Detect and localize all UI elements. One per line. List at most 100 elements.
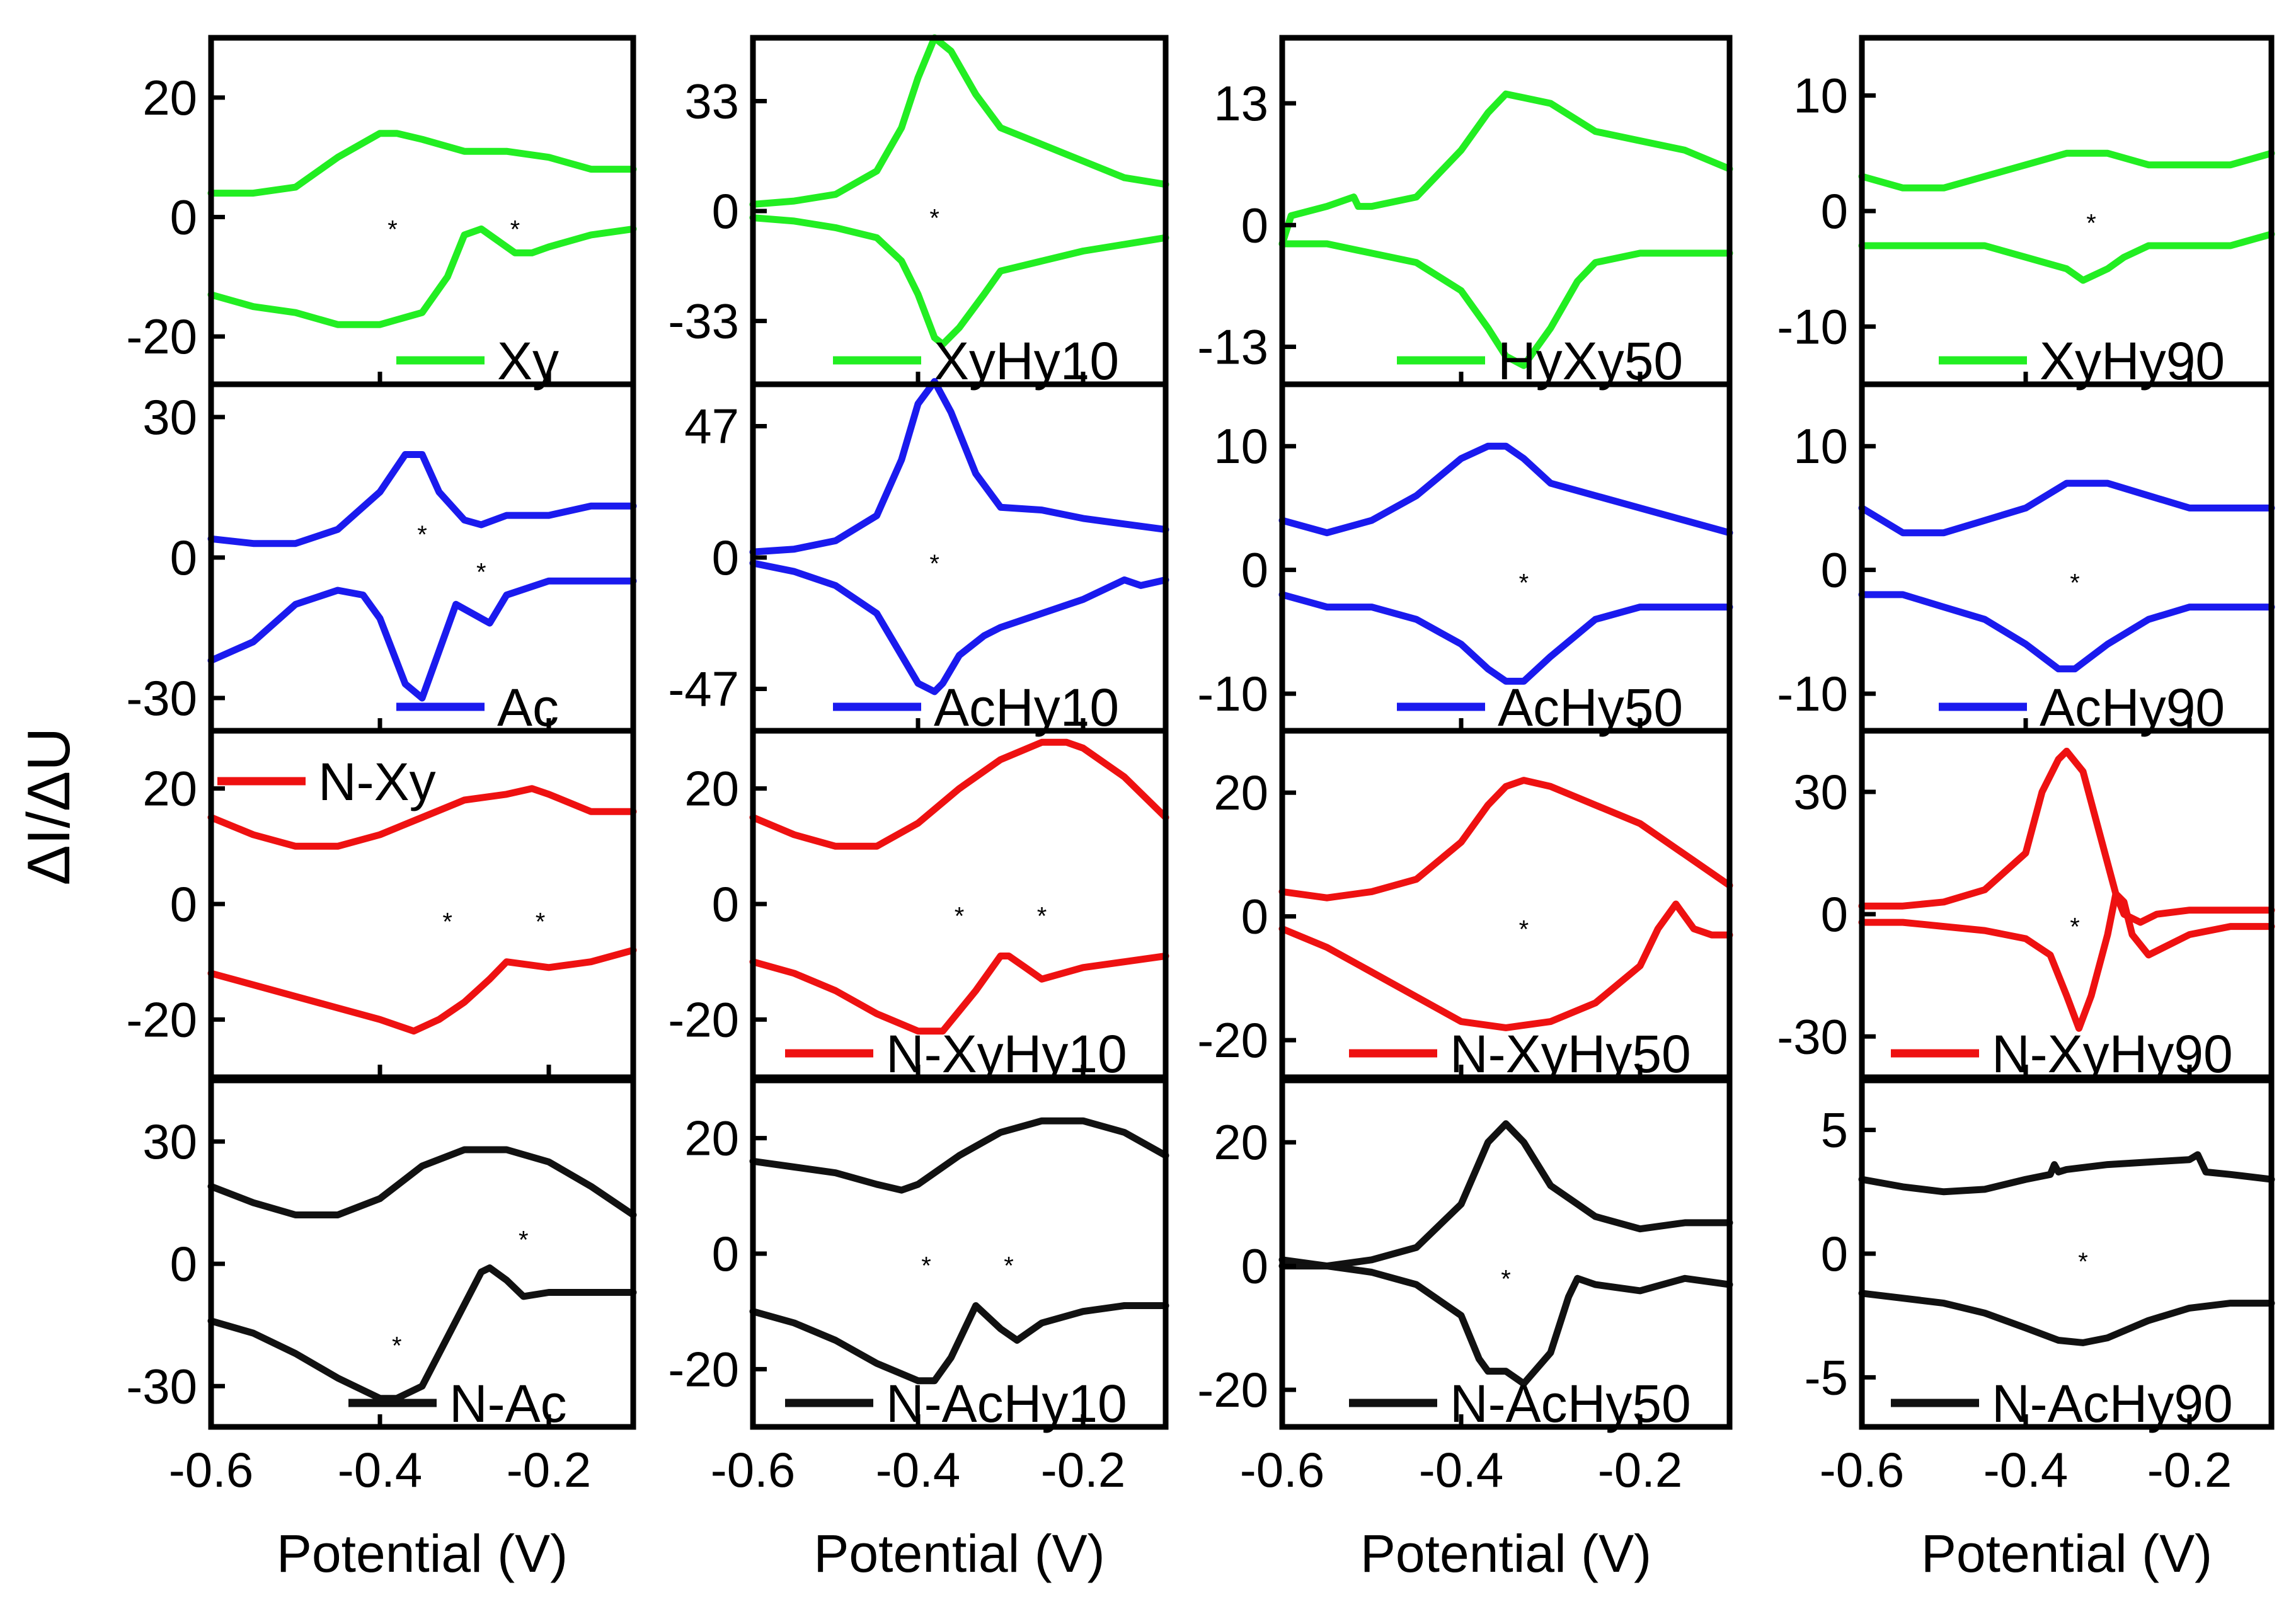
panel-ac: * * 30 0 -30 Ac [126,381,637,737]
panel-achy10: * 47 0 -47 AcHy10 [668,378,1169,737]
panel-n-xy-upper-curve [207,785,637,850]
panel-xyhy10-ytick-label-0: 33 [684,73,739,129]
panel-xy-legend-label: Xy [497,331,559,391]
panel-hyxy50-ytick-label-0: 13 [1214,76,1268,131]
panel-xyhy90-lower-curve [1858,231,2275,284]
panel-n-xyhy50-lower-curve [1278,900,1733,1031]
panel-n-ac-upper-curve [207,1146,637,1218]
panel-xy-lower-curve [207,225,637,328]
panel-n-xy-lower-curve [207,946,637,1035]
panel-achy50-marker-0: * [1519,569,1529,597]
panel-xyhy10-upper-curve [749,34,1169,208]
panel-n-ac-ytick-label-2: -30 [126,1358,197,1414]
panel-achy50-lower-curve [1278,591,1733,685]
panel-xyhy10: * 33 0 -33 XyHy10 [668,34,1169,391]
panel-hyxy50-ytick-label-1: 0 [1241,197,1268,253]
panel-n-xyhy10-marker-0: * [955,902,965,930]
panel-n-xy-ytick-label-1: 0 [170,876,197,932]
panel-n-xyhy10-ytick-label-0: 20 [684,761,739,816]
panel-xyhy90-legend-label: XyHy90 [2040,331,2225,391]
panel-achy90-marker-0: * [2070,569,2080,597]
panel-achy50-legend-label: AcHy50 [1498,678,1683,737]
panel-hyxy50-ytick-label-2: -13 [1197,319,1268,375]
panel-n-achy50-xtick-label-0: -0.6 [1240,1442,1324,1497]
panel-xyhy10-legend-label: XyHy10 [934,331,1119,391]
panel-xy: * * 20 0 -20 Xy [126,35,637,391]
panel-hyxy50-upper-curve [1278,90,1733,248]
panel-n-achy90-marker-0: * [2078,1248,2088,1276]
x-axis-title-col-2: Potential (V) [1360,1524,1651,1583]
panel-n-achy10-ytick-label-0: 20 [684,1111,739,1166]
panel-achy10-ytick-label-1: 0 [712,530,739,585]
panel-n-ac-xtick-label-2: -0.2 [507,1442,591,1497]
panel-ac-ytick-label-0: 30 [142,389,197,445]
x-axis-title-col-0: Potential (V) [277,1524,568,1583]
panel-n-xyhy50-ytick-label-1: 0 [1241,889,1268,944]
panel-n-xyhy10-legend-label: N-XyHy10 [886,1024,1127,1084]
panel-hyxy50-lower-curve [1278,240,1733,369]
panel-xy-ytick-label-1: 0 [170,189,197,244]
panel-n-achy10-marker-1: * [1004,1252,1014,1279]
panel-n-achy50-upper-curve [1278,1120,1733,1270]
panel-n-achy10-ytick-label-2: -20 [668,1341,739,1397]
panel-ac-marker-0: * [417,521,427,549]
panel-xy-ytick-label-0: 20 [142,70,197,125]
panel-n-xyhy90-lower-curve [1858,890,2275,1032]
panel-achy90-ytick-label-1: 0 [1821,542,1848,598]
panel-achy90-lower-curve [1858,591,2275,673]
panel-n-xyhy10: * * 20 0 -20 N-XyHy10 [668,728,1169,1084]
panel-n-xy-legend-label: N-Xy [318,752,436,811]
panel-n-xyhy90-legend-label: N-XyHy90 [1992,1024,2233,1084]
panel-n-achy50-frame [1279,1077,1733,1430]
panel-n-xyhy50: * 20 0 -20 N-XyHy50 [1197,728,1733,1084]
panel-achy90-upper-curve [1858,479,2275,537]
panel-ac-lower-curve [207,577,637,702]
panel-achy50-ytick-label-1: 0 [1241,542,1268,598]
panel-achy50-upper-curve [1278,442,1733,537]
panel-n-ac-lower-curve [207,1264,637,1402]
panel-achy90-ytick-label-2: -10 [1777,666,1848,721]
panel-n-achy50-xtick-label-1: -0.4 [1419,1442,1503,1497]
panel-n-achy50-ytick-label-1: 0 [1241,1239,1268,1294]
panel-n-ac-marker-1: * [392,1332,402,1360]
panel-achy50: * 10 0 -10 AcHy50 [1197,381,1733,737]
panel-n-xyhy90-ytick-label-2: -30 [1777,1009,1848,1064]
panel-achy10-lower-curve [749,559,1169,695]
panel-n-xy-marker-1: * [536,908,546,936]
panel-n-achy10-lower-curve [749,1302,1169,1385]
panel-n-achy90: * 5 0 -5 N-AcHy90 -0.6 -0.4 -0.2 [1805,1077,2275,1497]
panel-n-achy90-upper-curve [1858,1151,2275,1196]
panel-achy90-ytick-label-0: 10 [1793,418,1848,474]
panel-xyhy90-marker-0: * [2086,209,2096,237]
panel-n-achy90-ytick-label-0: 5 [1821,1102,1848,1158]
panel-n-ac-frame [208,1077,636,1430]
panel-xyhy10-ytick-label-2: -33 [668,294,739,349]
panel-achy50-ytick-label-2: -10 [1197,666,1268,721]
panel-n-xy-ytick-label-0: 20 [142,761,197,816]
x-axis-title-col-3: Potential (V) [1921,1524,2212,1583]
panel-n-achy10-marker-0: * [921,1252,931,1279]
panel-ac-ytick-label-2: -30 [126,670,197,726]
panel-n-achy10-xtick-label-0: -0.6 [711,1442,795,1497]
panel-n-ac: * * 30 0 -30 N-Ac -0.6 -0.4 -0.2 [126,1077,637,1497]
panel-n-ac-xtick-label-1: -0.4 [338,1442,422,1497]
panel-n-ac-xtick-label-0: -0.6 [169,1442,253,1497]
panel-n-xyhy10-marker-1: * [1037,902,1047,930]
panel-n-xyhy50-upper-curve [1278,777,1733,901]
panel-xyhy90-ytick-label-1: 0 [1821,183,1848,239]
panel-xyhy10-ytick-label-1: 0 [712,183,739,239]
panel-achy50-ytick-label-0: 10 [1214,418,1268,474]
panel-achy10-marker-0: * [929,550,939,578]
panel-n-xyhy10-ytick-label-2: -20 [668,992,739,1047]
panel-n-achy10-upper-curve [749,1117,1169,1194]
panel-ac-legend-label: Ac [497,678,559,737]
panel-n-achy50-xtick-label-2: -0.2 [1598,1442,1682,1497]
panel-achy10-legend-label: AcHy10 [934,678,1119,737]
panel-xy-marker-1: * [510,215,520,243]
panel-n-achy90-xtick-label-1: -0.4 [1983,1442,2068,1497]
panel-n-ac-ytick-label-1: 0 [170,1236,197,1291]
panel-n-xyhy90-upper-curve [1858,747,2275,926]
panel-n-xyhy90-ytick-label-1: 0 [1821,886,1848,942]
panel-n-achy10-ytick-label-1: 0 [712,1226,739,1281]
